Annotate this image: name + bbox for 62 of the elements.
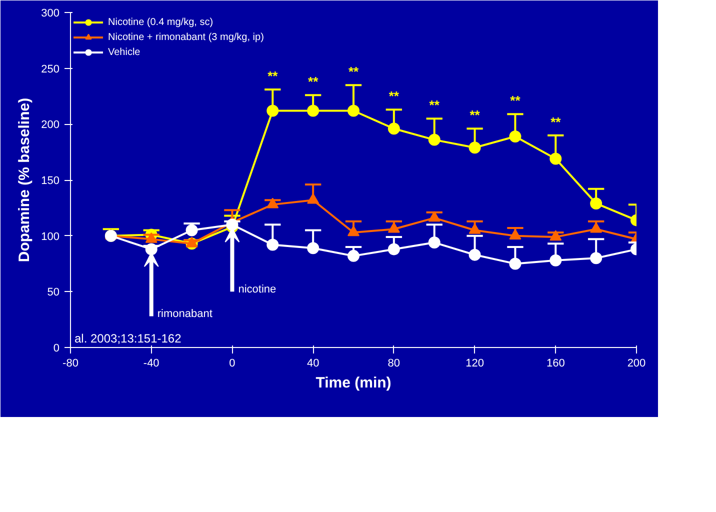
point [550,254,562,266]
x-tick-label: -80 [62,358,78,370]
y-tick-label: 100 [41,230,60,243]
point [428,134,440,146]
annotation: ** [550,114,562,130]
point [428,236,440,249]
annotation: ** [268,68,279,84]
y-tick-label: 0 [53,342,60,354]
point [307,242,320,254]
x-tick-label: 160 [546,358,565,370]
annotation: nicotine [238,284,276,296]
point [186,224,198,236]
x-tick-label: 0 [229,358,236,370]
annotation: ** [388,88,400,104]
legend-label: Nicotine + rimonabant (3 mg/kg, ip) [108,30,264,44]
point [388,222,400,233]
point [509,130,522,142]
annotation: ** [510,93,522,108]
x-axis-title: Time (min) [316,374,392,392]
point [468,223,481,234]
y-tick-label: 250 [41,63,60,76]
point [428,211,440,222]
y-tick-label: 300 [41,8,60,20]
point [145,232,158,243]
y-axis-title: Dopamine (% baseline) [16,98,34,262]
point [590,222,602,233]
point [509,228,522,240]
point [509,258,522,270]
annotation: ** [470,108,481,123]
annotation: al. 2003;13:151-162 [74,332,182,346]
x-tick-label: -40 [143,358,160,370]
annotation: ** [348,64,360,80]
point [388,243,400,256]
point [388,122,400,135]
y-tick-label: 150 [41,175,60,187]
x-tick-label: 40 [306,358,320,370]
point [550,152,562,165]
point [348,250,360,262]
point [307,193,320,204]
annotation: ** [429,98,440,113]
y-tick-label: 200 [41,119,60,132]
point [307,104,320,117]
annotation: ** [308,74,320,90]
point [348,104,360,117]
point [186,236,198,248]
x-tick-label: 120 [466,358,484,370]
point [266,104,279,117]
point [266,238,279,251]
point [550,230,562,241]
legend-label: Nicotine (0.4 mg/kg, sc) [108,16,214,29]
point [145,243,158,256]
y-tick-label: 50 [47,286,60,299]
point [590,252,602,264]
x-tick-label: 80 [388,358,400,370]
point [468,142,481,154]
point [266,198,279,208]
x-tick-label: 200 [627,358,646,370]
legend-label: Vehicle [108,46,140,59]
annotation: rimonabant [157,308,212,320]
point [590,197,602,210]
point [348,226,360,236]
point [468,248,481,261]
